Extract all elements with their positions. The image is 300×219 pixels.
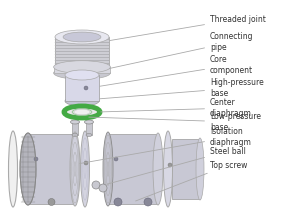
Ellipse shape — [65, 96, 99, 106]
Polygon shape — [55, 62, 109, 64]
Text: Isolation
diaphragm: Isolation diaphragm — [80, 127, 252, 164]
Ellipse shape — [70, 120, 80, 124]
Polygon shape — [28, 134, 75, 204]
Ellipse shape — [80, 131, 89, 207]
Polygon shape — [65, 75, 99, 101]
Polygon shape — [108, 134, 158, 204]
Ellipse shape — [196, 138, 204, 200]
Polygon shape — [172, 139, 200, 199]
Circle shape — [92, 181, 100, 189]
Circle shape — [34, 157, 38, 161]
Polygon shape — [72, 122, 78, 135]
Ellipse shape — [55, 30, 109, 44]
Polygon shape — [55, 51, 109, 52]
Text: Low-pressure
base: Low-pressure base — [89, 112, 261, 132]
Ellipse shape — [20, 133, 36, 205]
Ellipse shape — [85, 120, 94, 124]
Ellipse shape — [54, 67, 110, 79]
Polygon shape — [54, 67, 110, 73]
Ellipse shape — [64, 106, 100, 118]
Circle shape — [84, 86, 88, 90]
Ellipse shape — [153, 133, 163, 205]
Polygon shape — [55, 57, 109, 58]
Polygon shape — [86, 122, 92, 135]
Text: Center
diaphragm: Center diaphragm — [101, 98, 252, 118]
Circle shape — [84, 161, 88, 165]
Text: Threaded joint: Threaded joint — [110, 14, 266, 41]
Polygon shape — [55, 48, 109, 49]
Circle shape — [114, 198, 122, 206]
Ellipse shape — [54, 61, 110, 73]
Polygon shape — [55, 37, 109, 67]
Ellipse shape — [103, 132, 113, 206]
Polygon shape — [55, 39, 109, 40]
Text: High-pressure
base: High-pressure base — [100, 78, 264, 99]
Circle shape — [48, 198, 55, 205]
Ellipse shape — [55, 60, 109, 74]
Ellipse shape — [70, 132, 80, 206]
Ellipse shape — [63, 32, 101, 42]
Ellipse shape — [8, 131, 17, 207]
Text: Core
component: Core component — [100, 55, 253, 86]
Ellipse shape — [72, 109, 92, 115]
Circle shape — [114, 157, 118, 161]
Text: Connecting
pipe: Connecting pipe — [110, 32, 254, 68]
Text: Steel ball: Steel ball — [107, 147, 246, 184]
Ellipse shape — [65, 70, 99, 80]
Polygon shape — [55, 65, 109, 67]
Circle shape — [99, 184, 107, 192]
Polygon shape — [55, 44, 109, 46]
Circle shape — [168, 163, 172, 167]
Ellipse shape — [164, 131, 172, 207]
Polygon shape — [55, 60, 109, 61]
Polygon shape — [55, 41, 109, 43]
Ellipse shape — [72, 134, 78, 136]
Ellipse shape — [74, 109, 90, 115]
Ellipse shape — [86, 134, 92, 136]
Text: Top screw: Top screw — [136, 161, 247, 201]
Polygon shape — [55, 53, 109, 55]
Circle shape — [144, 198, 152, 206]
